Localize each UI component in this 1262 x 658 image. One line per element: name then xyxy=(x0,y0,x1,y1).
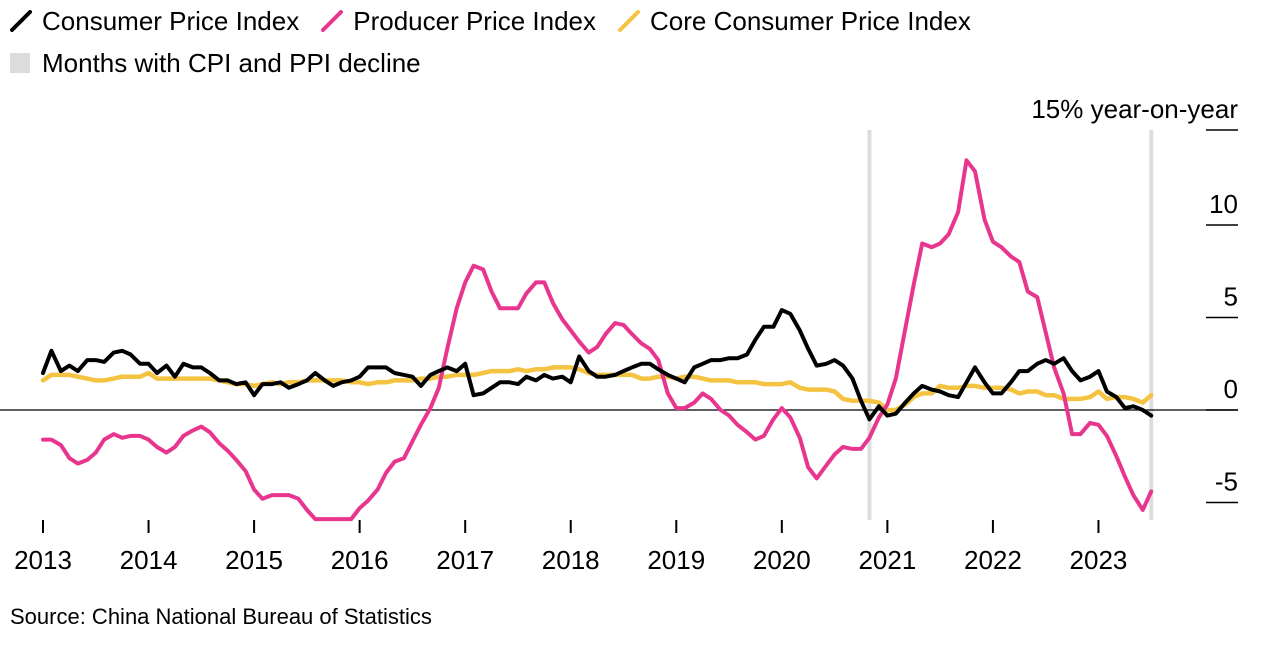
x-tick-label-10: 2023 xyxy=(1070,545,1128,575)
line-chart: 15% year-on-year 10 5 0 -5 2013 2014 2015 2016 20… xyxy=(0,94,1238,575)
source-note: Source: China National Bureau of Statist… xyxy=(10,604,432,629)
core-cpi-line-icon xyxy=(618,10,641,32)
x-tick-label-4: 2017 xyxy=(436,545,494,575)
legend-series-row: Consumer Price Index Producer Price Inde… xyxy=(10,0,1250,42)
x-tick-label-8: 2021 xyxy=(858,545,916,575)
legend-label-core-cpi: Core Consumer Price Index xyxy=(650,5,971,36)
x-tick-label-0: 2013 xyxy=(14,545,72,575)
y-tick-label-2: 5 xyxy=(1224,282,1238,312)
y-tick-label-4: -5 xyxy=(1215,467,1238,497)
legend: Consumer Price Index Producer Price Inde… xyxy=(10,0,1250,84)
y-tick-label-3: 0 xyxy=(1224,374,1238,404)
y-tick-label-0: 15% year-on-year xyxy=(1031,94,1238,124)
legend-item-cpi: Consumer Price Index xyxy=(10,6,299,37)
x-tick-label-3: 2016 xyxy=(331,545,389,575)
x-tick-label-6: 2019 xyxy=(647,545,705,575)
legend-shade-row: Months with CPI and PPI decline xyxy=(10,42,1250,84)
shade-swatch-icon xyxy=(10,53,30,73)
legend-label-ppi: Producer Price Index xyxy=(353,5,597,36)
x-tick-label-9: 2022 xyxy=(964,545,1022,575)
series-line-consumer-price-index xyxy=(41,308,1154,422)
y-tick-label-1: 10 xyxy=(1209,189,1238,219)
x-tick-label-1: 2014 xyxy=(120,545,178,575)
x-tick-label-5: 2018 xyxy=(542,545,600,575)
legend-item-core-cpi: Core Consumer Price Index xyxy=(618,6,971,37)
x-tick-label-7: 2020 xyxy=(753,545,811,575)
legend-item-shade: Months with CPI and PPI decline xyxy=(10,48,421,79)
legend-label-cpi: Consumer Price Index xyxy=(42,5,300,36)
legend-label-shade: Months with CPI and PPI decline xyxy=(42,47,421,78)
x-tick-label-2: 2015 xyxy=(225,545,283,575)
legend-item-ppi: Producer Price Index xyxy=(321,6,596,37)
series-line-producer-price-index xyxy=(41,158,1154,522)
ppi-line-icon xyxy=(321,10,344,32)
cpi-line-icon xyxy=(10,10,32,32)
